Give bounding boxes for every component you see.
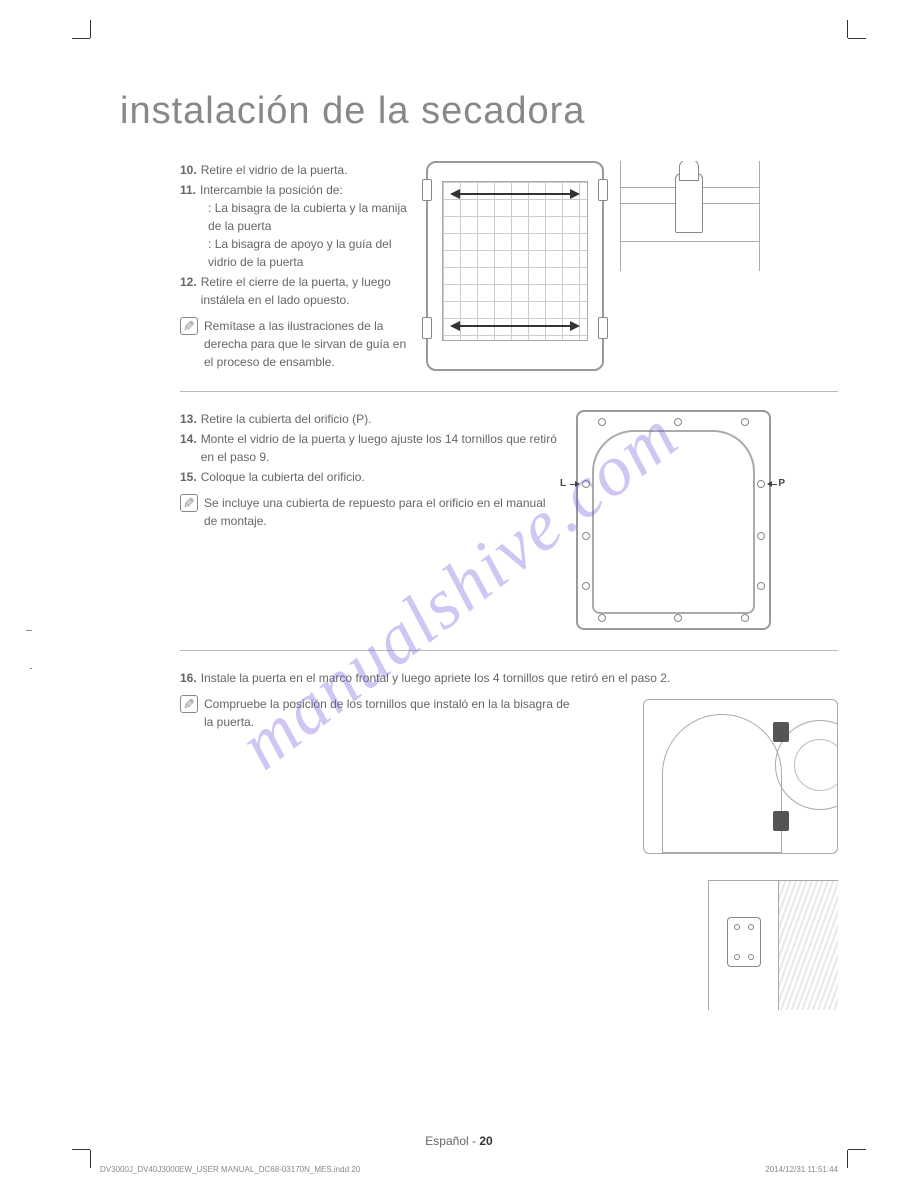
imprint-file: DV3000J_DV40J3000EW_USER MANUAL_DC68-031… [100, 1165, 360, 1174]
figure-door-assembly: L P [576, 410, 771, 630]
step-12: 12. Retire el cierre de la puerta, y lue… [180, 273, 410, 309]
figure-hinge [422, 179, 432, 201]
step-text: Monte el vidrio de la puerta y luego aju… [201, 430, 560, 466]
figure-grid [442, 181, 588, 341]
note-icon [180, 317, 198, 335]
figure-hinge [422, 317, 432, 339]
crop-mark [72, 1149, 90, 1150]
crop-mark [847, 1150, 848, 1168]
side-mark [26, 630, 32, 631]
step-num: 14. [180, 430, 197, 466]
step-16: 16. Instale la puerta en el marco fronta… [180, 669, 838, 687]
note-text: Remítase a las ilustraciones de la derec… [204, 317, 410, 371]
step-text: Coloque la cubierta del orificio. [201, 468, 560, 486]
step-num: 12. [180, 273, 197, 309]
footer-lang: Español - [425, 1134, 479, 1148]
section-3: 16. Instale la puerta en el marco fronta… [180, 669, 838, 1029]
step-14: 14. Monte el vidrio de la puerta y luego… [180, 430, 560, 466]
note-icon [180, 494, 198, 512]
crop-mark [848, 1149, 866, 1150]
note-text: Se incluye una cubierta de repuesto para… [204, 494, 560, 530]
footer-page: 20 [479, 1134, 492, 1148]
figure-hinge [598, 317, 608, 339]
figure-label-l: L [560, 478, 566, 489]
crop-mark [90, 20, 91, 38]
step-num: 11. [180, 181, 196, 271]
section-2: 13. Retire la cubierta del orificio (P).… [180, 410, 838, 651]
page-footer: Español - 20 [0, 1134, 918, 1148]
imprint-line: DV3000J_DV40J3000EW_USER MANUAL_DC68-031… [100, 1165, 838, 1174]
page-content: instalación de la secadora 10. Retire el… [100, 60, 838, 1128]
note-text: Compruebe la posición de los tornillos q… [204, 695, 580, 731]
side-mark [30, 668, 32, 669]
step-num: 10. [180, 161, 197, 179]
crop-mark [90, 1150, 91, 1168]
crop-mark [847, 20, 848, 38]
step-13: 13. Retire la cubierta del orificio (P). [180, 410, 560, 428]
step-text: Instale la puerta en el marco frontal y … [201, 669, 838, 687]
note-icon [180, 695, 198, 713]
step-sub: : La bisagra de la cubierta y la manija … [200, 199, 410, 235]
note-box: Remítase a las ilustraciones de la derec… [180, 317, 410, 371]
step-num: 13. [180, 410, 197, 428]
note-box: Se incluye una cubierta de repuesto para… [180, 494, 560, 530]
step-text-main: Intercambie la posición de: [200, 183, 343, 197]
step-10: 10. Retire el vidrio de la puerta. [180, 161, 410, 179]
steps-list: 10. Retire el vidrio de la puerta. 11. I… [180, 161, 410, 309]
crop-mark [848, 38, 866, 39]
figure-latch-detail [620, 161, 760, 271]
step-text: Intercambie la posición de: : La bisagra… [200, 181, 410, 271]
step-num: 15. [180, 468, 197, 486]
page-title: instalación de la secadora [100, 90, 838, 133]
step-text: Retire el cierre de la puerta, y luego i… [201, 273, 410, 309]
step-11: 11. Intercambie la posición de: : La bis… [180, 181, 410, 271]
figure-arrow [452, 193, 578, 195]
figure-arrow [452, 325, 578, 327]
section-1: 10. Retire el vidrio de la puerta. 11. I… [180, 161, 838, 392]
figure-front-install [643, 699, 838, 854]
step-sub: : La bisagra de apoyo y la guía del vidr… [200, 235, 410, 271]
figure-hinge-detail [708, 880, 838, 1010]
step-text: Retire la cubierta del orificio (P). [201, 410, 560, 428]
figure-door-grid [426, 161, 604, 371]
figure-hinge [598, 179, 608, 201]
note-box: Compruebe la posición de los tornillos q… [180, 695, 580, 731]
step-num: 16. [180, 669, 197, 687]
step-text: Retire el vidrio de la puerta. [201, 161, 410, 179]
figure-label-p: P [778, 478, 785, 489]
step-15: 15. Coloque la cubierta del orificio. [180, 468, 560, 486]
crop-mark [72, 38, 90, 39]
imprint-date: 2014/12/31 11:51:44 [765, 1165, 838, 1174]
steps-list: 13. Retire la cubierta del orificio (P).… [180, 410, 560, 486]
steps-list: 16. Instale la puerta en el marco fronta… [180, 669, 838, 687]
